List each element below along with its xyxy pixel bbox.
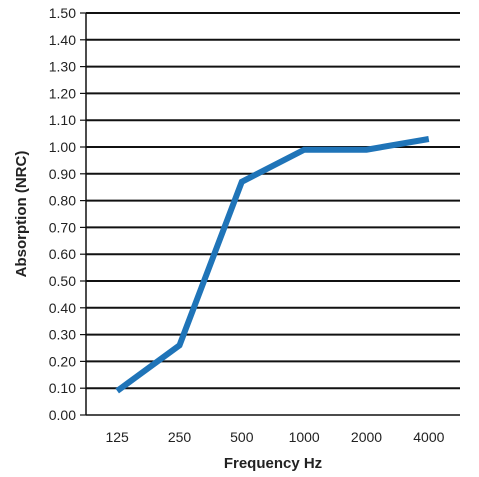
y-tick-label: 1.50 xyxy=(49,5,76,21)
x-tick-label: 4000 xyxy=(413,429,444,445)
y-tick-label: 0.40 xyxy=(49,300,76,316)
y-tick-label: 0.10 xyxy=(49,380,76,396)
y-tick-label: 0.80 xyxy=(49,193,76,209)
x-tick-label: 2000 xyxy=(351,429,382,445)
y-axis-title: Absorption (NRC) xyxy=(13,151,30,278)
y-tick-label: 1.10 xyxy=(49,112,76,128)
y-tick-label: 0.30 xyxy=(49,327,76,343)
y-tick-label: 1.20 xyxy=(49,85,76,101)
y-tick-labels: 0.00 0.10 0.20 0.30 0.40 0.50 0.60 0.70 0.80 0.90… xyxy=(49,5,76,423)
x-tick-label: 125 xyxy=(105,429,129,445)
y-tick-label: 0.50 xyxy=(49,273,76,289)
x-tick-label: 1000 xyxy=(289,429,320,445)
y-tick-label: 1.30 xyxy=(49,59,76,75)
y-tick-label: 0.20 xyxy=(49,353,76,369)
series-line xyxy=(115,136,430,394)
series-layer xyxy=(115,136,430,394)
gridlines xyxy=(80,12,460,416)
y-tick-label: 1.40 xyxy=(49,32,76,48)
y-tick-label: 0.60 xyxy=(49,246,76,262)
y-tick-label: 0.00 xyxy=(49,407,76,423)
x-tick-label: 250 xyxy=(168,429,192,445)
y-tick-label: 0.70 xyxy=(49,219,76,235)
x-axis-title: Frequency Hz xyxy=(224,455,322,472)
y-tick-label: 1.00 xyxy=(49,139,76,155)
y-tick-label: 0.90 xyxy=(49,166,76,182)
x-tick-labels: 125 250 500 1000 2000 4000 xyxy=(105,429,444,445)
x-tick-label: 500 xyxy=(230,429,254,445)
